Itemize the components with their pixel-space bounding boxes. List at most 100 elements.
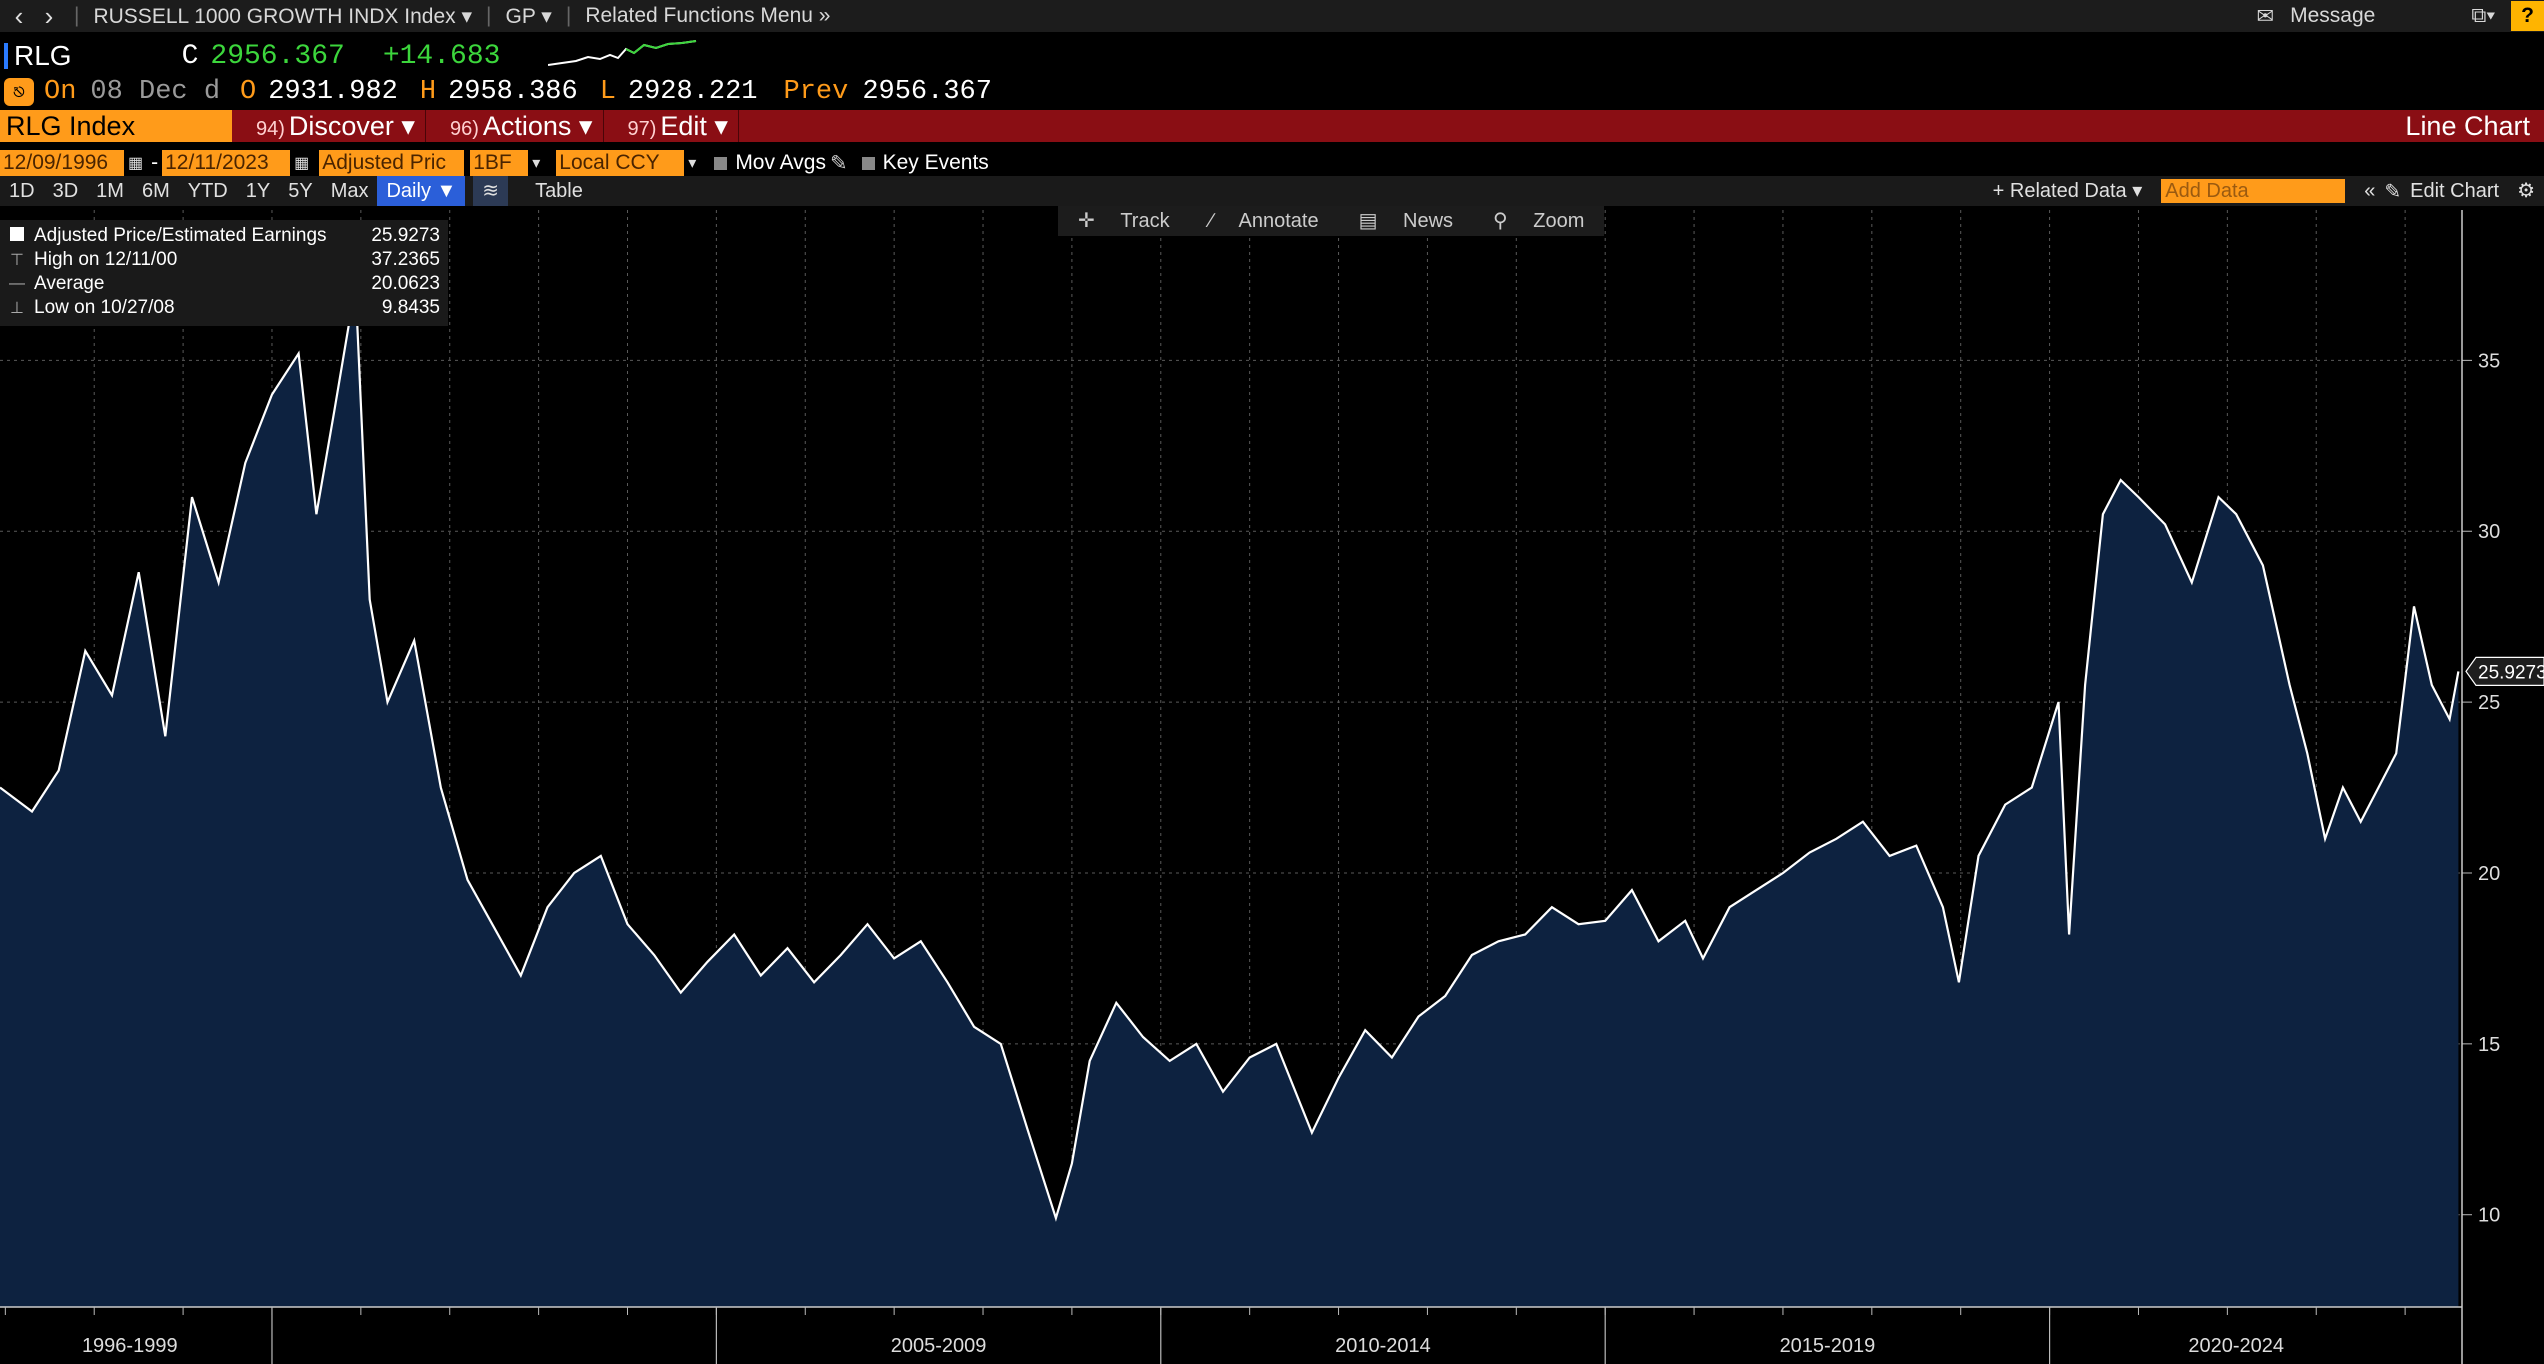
calendar-icon[interactable]: ▦ xyxy=(128,155,144,172)
range-1y-button[interactable]: 1Y xyxy=(245,180,271,202)
chart-tools: ✛ Track ∕ Annotate ▤ News ⚲ Zoom xyxy=(1058,206,1605,236)
range-toolbar: 1D 3D 1M 6M YTD 1Y 5Y Max Daily ▼ ≋ Tabl… xyxy=(0,176,2544,206)
legend-average-value: 20.0623 xyxy=(371,273,440,294)
edit-number: 97) xyxy=(627,118,657,140)
help-button[interactable]: ? xyxy=(2511,1,2544,31)
legend-average-label: Average xyxy=(34,273,105,294)
annotate-button[interactable]: ∕ Annotate xyxy=(1190,206,1339,236)
collapse-icon[interactable]: « xyxy=(2364,180,2376,202)
mov-avgs-checkbox[interactable] xyxy=(714,156,728,170)
price-field-select[interactable]: Adjusted Pric xyxy=(319,150,465,176)
annotate-label: Annotate xyxy=(1238,210,1319,232)
range-3d-button[interactable]: 3D xyxy=(52,180,79,202)
security-field[interactable]: RLG Index xyxy=(0,110,232,142)
news-button[interactable]: ▤ News xyxy=(1339,206,1473,236)
y-tick-label: 10 xyxy=(2478,1205,2500,1227)
area-fill xyxy=(0,285,2459,1307)
table-button[interactable]: Table xyxy=(535,180,583,202)
x-tick-label: 2015-2019 xyxy=(1780,1335,1876,1357)
annotate-icon: ∕ xyxy=(1209,210,1219,232)
actions-label: Actions ▾ xyxy=(482,111,593,141)
legend-last-value: 25.9273 xyxy=(371,225,440,246)
quote-line: RLG C 2956.367 +14.683 xyxy=(0,36,2544,76)
gp-menu[interactable]: GP ▾ xyxy=(505,4,552,28)
edit-chart-button[interactable]: Edit Chart xyxy=(2410,180,2500,202)
actions-menu[interactable]: 96) Actions ▾ xyxy=(440,110,604,142)
range-5y-button[interactable]: 5Y xyxy=(288,180,313,202)
envelope-icon: ✉ xyxy=(2256,4,2275,28)
range-1d-button[interactable]: 1D xyxy=(9,180,35,202)
line-chart-icon[interactable]: ≋ xyxy=(473,176,509,206)
key-events-label: Key Events xyxy=(882,151,989,174)
high-marker-icon: ⊤ xyxy=(10,252,24,269)
calendar-icon[interactable]: ▦ xyxy=(294,155,310,172)
discover-menu[interactable]: 94) Discover ▾ xyxy=(246,110,426,142)
chevron-right-icon[interactable]: › xyxy=(44,0,54,31)
legend-average-row: — Average 20.0623 xyxy=(0,272,448,296)
legend-high-value: 37.2365 xyxy=(371,249,440,270)
news-label: News xyxy=(1403,210,1454,232)
topbar-right: ✉ Message ⧉▾ ? xyxy=(2257,1,2544,31)
chart-axes: 10 15 20 25 30 35 1996-1999 2005-2009 2010-2014 2… xyxy=(0,210,2544,1364)
pencil-icon[interactable]: ✎ xyxy=(829,151,848,175)
period-select[interactable]: Daily ▼ xyxy=(377,176,466,206)
legend-series-row[interactable]: Adjusted Price/Estimated Earnings 25.927… xyxy=(0,224,448,248)
chart-controls: 12/09/1996 ▦ - 12/11/2023 ▦ Adjusted Pri… xyxy=(0,148,2544,178)
average-marker-icon: — xyxy=(9,275,25,292)
window-options-icon[interactable]: ⧉▾ xyxy=(2471,4,2496,27)
related-data-menu[interactable]: + Related Data ▾ xyxy=(1992,180,2143,202)
chart-legend: Adjusted Price/Estimated Earnings 25.927… xyxy=(0,220,448,326)
ticker-marker xyxy=(4,43,8,69)
key-events-checkbox[interactable] xyxy=(861,156,875,170)
open-value: 2931.982 xyxy=(268,77,398,107)
legend-high-label: High on 12/11/00 xyxy=(34,249,178,270)
line-chart[interactable]: 10 15 20 25 30 35 1996-1999 2005-2009 2010-2014 2… xyxy=(0,206,2544,1364)
function-title: Line Chart xyxy=(2405,110,2530,141)
open-label: O xyxy=(240,77,257,107)
discover-label: Discover ▾ xyxy=(288,111,415,141)
low-value: 2928.221 xyxy=(627,77,758,107)
chevron-left-icon[interactable]: ‹ xyxy=(14,0,24,31)
x-tick-label: 1996-1999 xyxy=(82,1335,178,1357)
prev-label: Prev xyxy=(783,77,849,107)
chevron-down-icon[interactable]: ▾ xyxy=(532,155,541,172)
estimate-field-select[interactable]: 1BF xyxy=(470,150,529,176)
chevron-down-icon[interactable]: ▾ xyxy=(688,155,697,172)
magnifier-icon: ⚲ xyxy=(1493,210,1514,232)
ticker: RLG xyxy=(14,40,72,71)
edit-menu[interactable]: 97) Edit ▾ xyxy=(618,110,739,142)
end-date-field[interactable]: 12/11/2023 xyxy=(162,150,291,176)
checkbox-icon[interactable] xyxy=(0,226,34,246)
high-value: 2958.386 xyxy=(448,77,578,107)
last-value-box xyxy=(2465,656,2544,686)
x-tick-label: 2010-2014 xyxy=(1335,1335,1431,1357)
top-menu-bar: ‹ › | RUSSELL 1000 GROWTH INDX Index ▾ |… xyxy=(0,0,2544,32)
on-label: On xyxy=(44,77,77,107)
gear-icon[interactable]: ⚙ xyxy=(2517,180,2535,202)
change-value: +14.683 xyxy=(382,40,501,72)
range-max-button[interactable]: Max xyxy=(330,180,369,202)
y-tick-label: 15 xyxy=(2478,1034,2500,1056)
close-label: C xyxy=(181,40,199,72)
divider: | xyxy=(74,4,80,27)
related-functions-menu[interactable]: Related Functions Menu » xyxy=(585,4,831,27)
range-toolbar-right: + Related Data ▾ Add Data « ✎ Edit Chart… xyxy=(1984,176,2544,206)
y-tick-label: 30 xyxy=(2478,521,2500,543)
security-menu[interactable]: RUSSELL 1000 GROWTH INDX Index ▾ xyxy=(93,4,473,28)
track-button[interactable]: ✛ Track xyxy=(1058,206,1190,236)
edit-label: Edit ▾ xyxy=(660,111,728,141)
divider: | xyxy=(565,4,572,27)
y-tick-label: 20 xyxy=(2478,863,2500,885)
range-ytd-button[interactable]: YTD xyxy=(187,180,228,202)
zoom-button[interactable]: ⚲ Zoom xyxy=(1473,206,1604,236)
range-1m-button[interactable]: 1M xyxy=(96,180,124,202)
zoom-label: Zoom xyxy=(1533,210,1585,232)
legend-high-row: ⊤ High on 12/11/00 37.2365 xyxy=(0,248,448,272)
currency-select[interactable]: Local CCY xyxy=(556,150,685,176)
crosshair-icon: ✛ xyxy=(1078,210,1101,232)
start-date-field[interactable]: 12/09/1996 xyxy=(0,150,124,176)
add-data-input[interactable]: Add Data xyxy=(2161,179,2346,203)
range-6m-button[interactable]: 6M xyxy=(141,180,170,202)
message-button[interactable]: Message xyxy=(2290,4,2376,27)
high-label: H xyxy=(419,77,437,107)
